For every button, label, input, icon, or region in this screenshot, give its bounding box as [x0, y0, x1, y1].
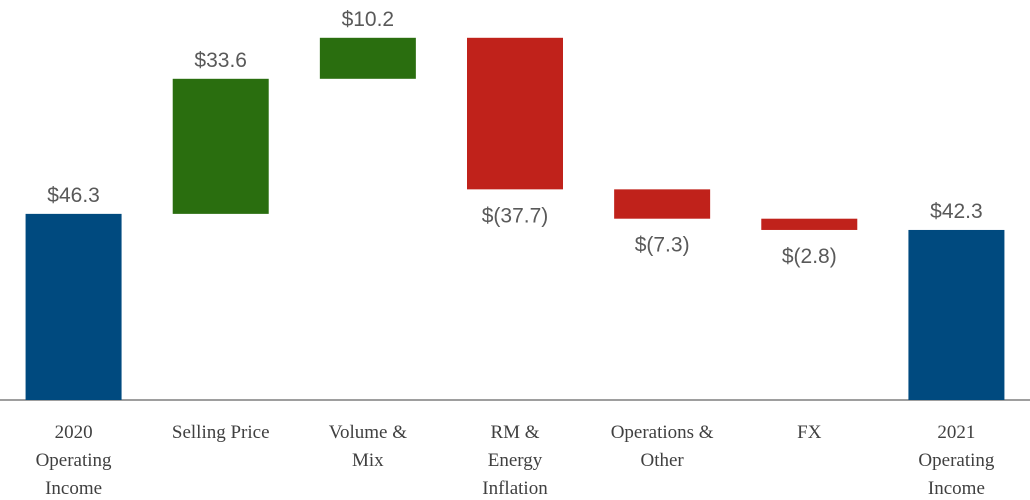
x-tick-label: RM & Energy Inflation: [482, 422, 548, 499]
x-tick-label: Selling Price: [172, 422, 270, 443]
x-tick-label: 2021 Operating Income: [918, 422, 994, 499]
bar: [467, 37, 563, 190]
bar: [319, 37, 416, 79]
value-label: $42.3: [930, 200, 983, 223]
value-label: $(2.8): [782, 245, 837, 268]
bar: [25, 213, 122, 400]
value-label: $(7.3): [635, 234, 690, 257]
x-tick-label: Operations & Other: [611, 422, 714, 471]
bar: [908, 229, 1005, 400]
x-tick-label: Volume & Mix: [329, 422, 408, 471]
bar: [761, 218, 858, 230]
value-label: $10.2: [342, 8, 395, 31]
x-tick-label: 2020 Operating Income: [36, 422, 112, 499]
value-label: $46.3: [47, 184, 100, 207]
bar: [172, 78, 269, 214]
bar: [614, 189, 711, 219]
value-label: $33.6: [194, 49, 247, 72]
x-tick-label: FX: [797, 422, 822, 443]
value-label: $(37.7): [482, 204, 549, 227]
